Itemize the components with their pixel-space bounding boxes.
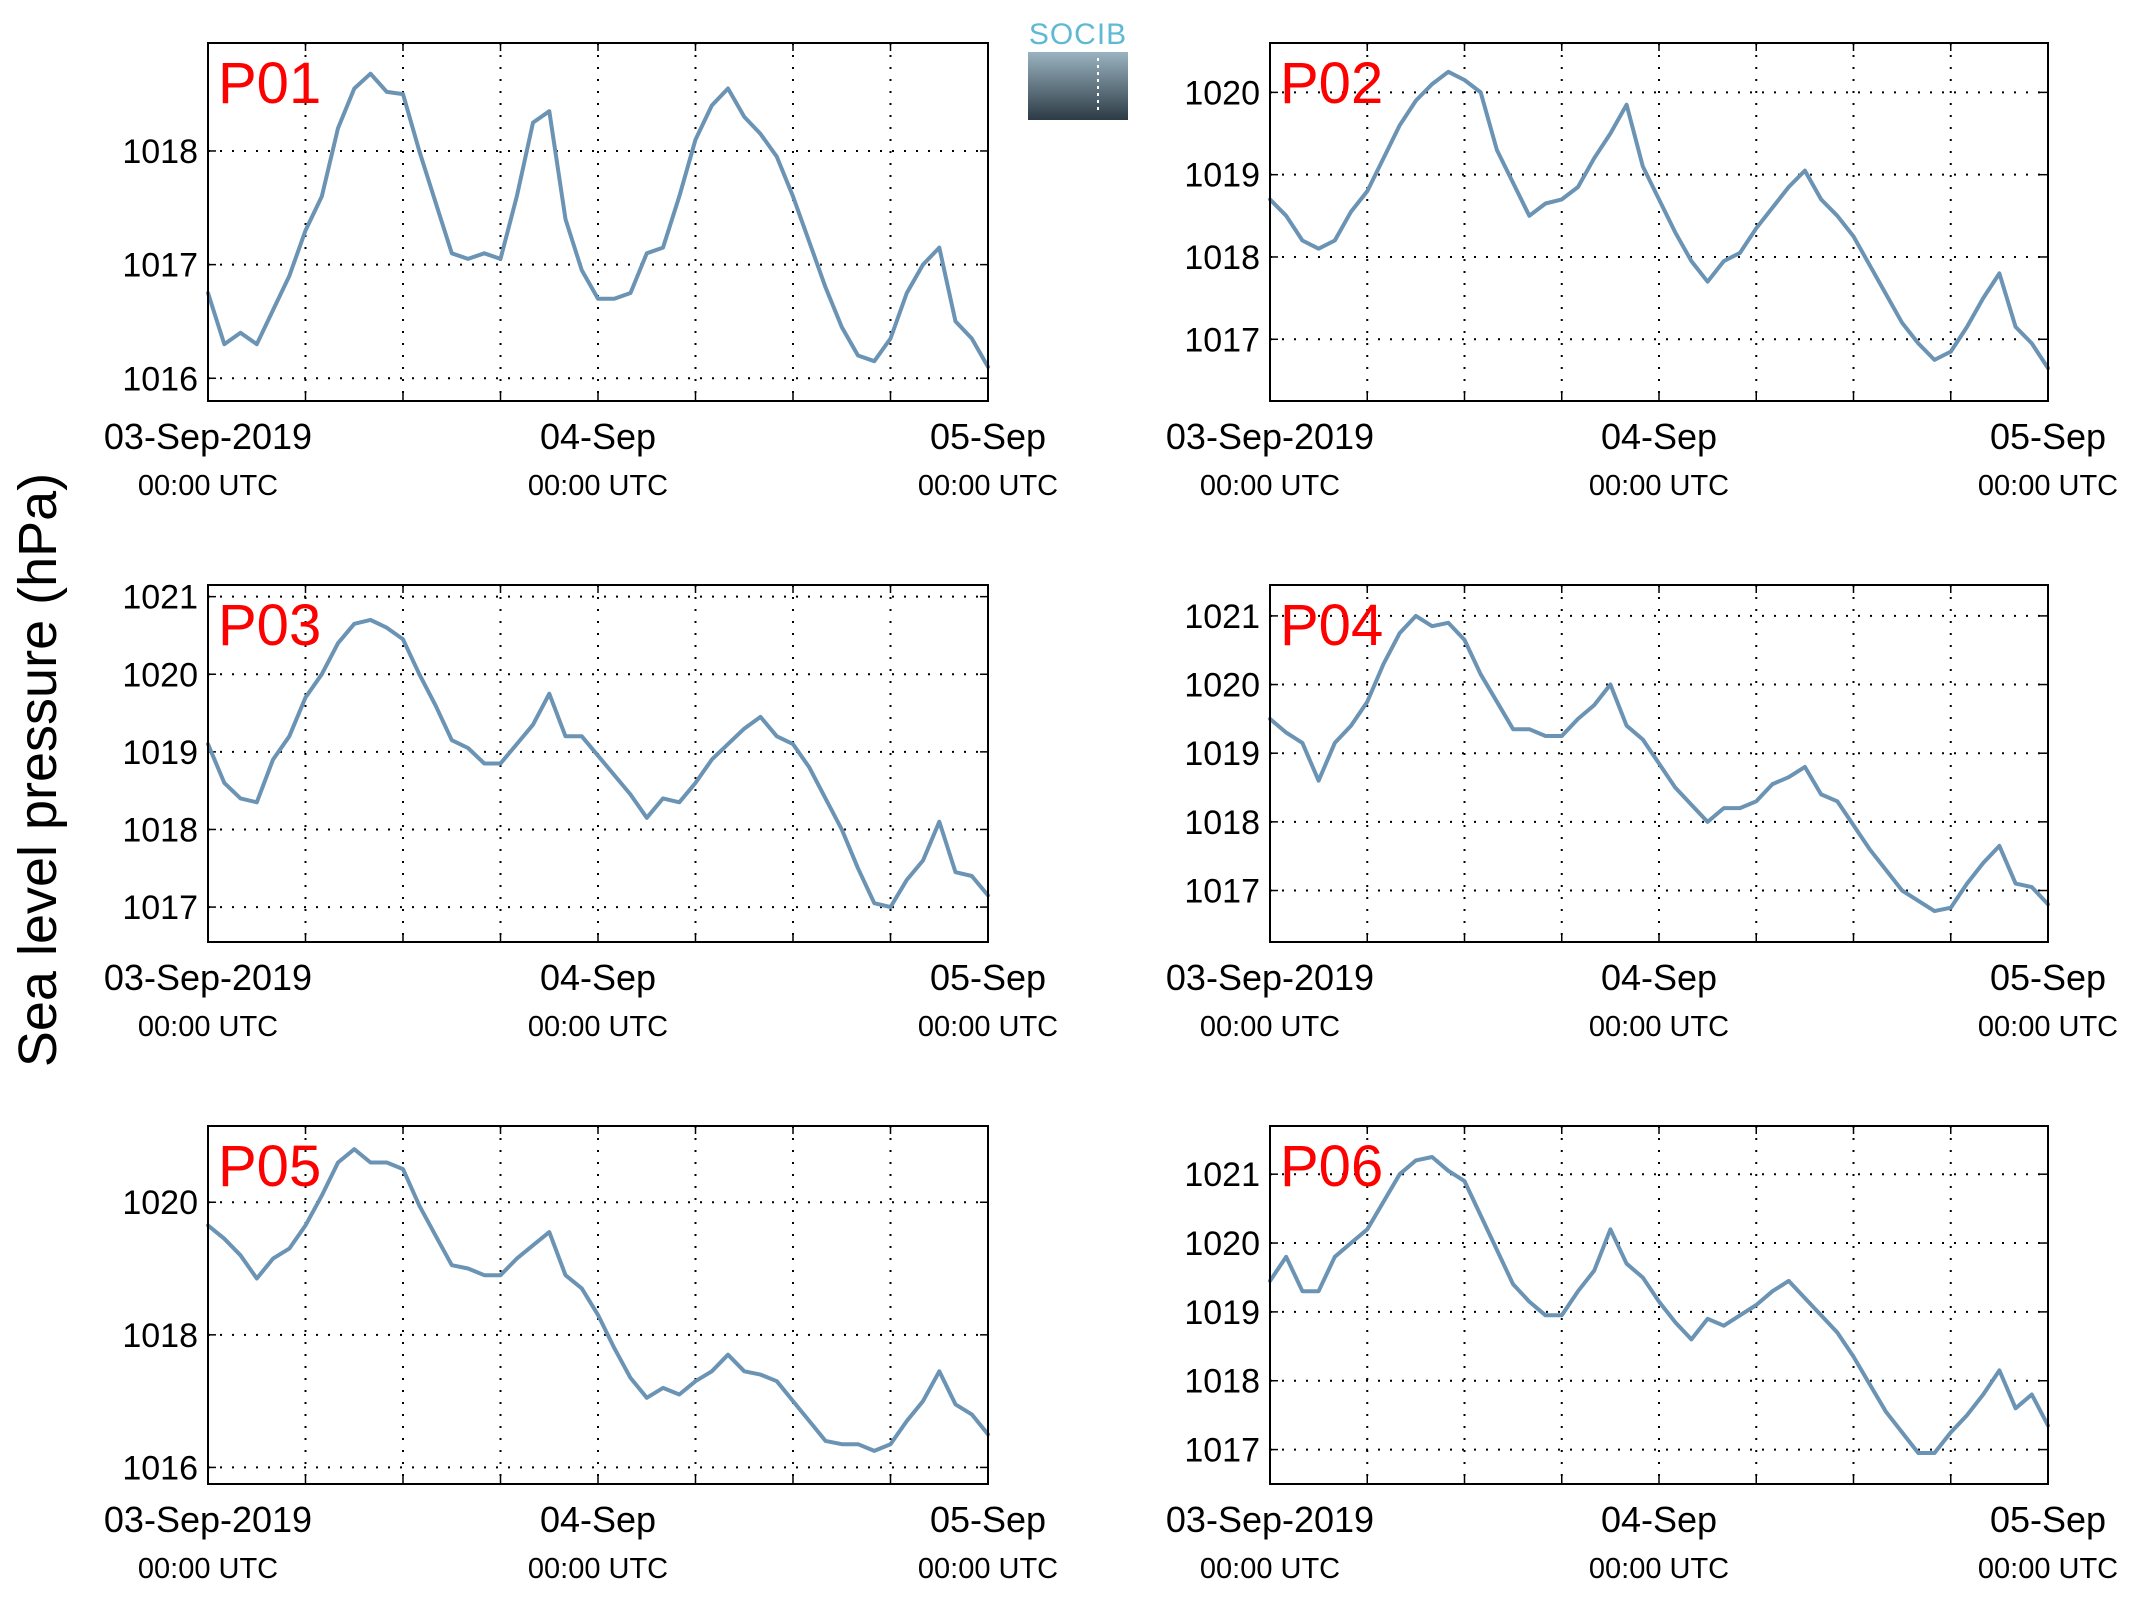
y-tick-label: 1020 xyxy=(122,656,198,694)
y-tick-label: 1019 xyxy=(1184,157,1260,195)
x-tick-date: 05-Sep xyxy=(930,1499,1046,1540)
x-tick-date: 03-Sep-2019 xyxy=(104,416,312,457)
y-tick-label: 1018 xyxy=(122,133,198,171)
x-tick-date: 05-Sep xyxy=(1990,416,2106,457)
series-line xyxy=(206,617,990,910)
y-tick-label: 1017 xyxy=(1184,873,1260,911)
chart-panel-p05: 1016 1018 1020 P05 03-Sep-2019 00:00 UTC 04-Se… xyxy=(104,1125,1058,1585)
panel-title: P01 xyxy=(218,51,321,116)
y-tick-label: 1020 xyxy=(1184,74,1260,112)
y-tick-label: 1017 xyxy=(122,247,198,285)
x-tick-date: 03-Sep-2019 xyxy=(104,957,312,998)
y-tick-label: 1018 xyxy=(1184,239,1260,277)
x-tick-date: 03-Sep-2019 xyxy=(1166,957,1374,998)
y-tick-label: 1020 xyxy=(122,1184,198,1222)
axes-frame xyxy=(1269,42,2049,402)
y-tick-label: 1019 xyxy=(1184,1294,1260,1332)
y-tick-label: 1018 xyxy=(1184,804,1260,842)
x-tick-date: 04-Sep xyxy=(540,957,656,998)
panel-title: P05 xyxy=(218,1134,321,1199)
panel-title: P03 xyxy=(218,593,321,658)
y-tick-label: 1018 xyxy=(1184,1363,1260,1401)
y-tick-label: 1016 xyxy=(122,360,198,398)
y-tick-label: 1021 xyxy=(1184,598,1260,636)
chart-panel-p01: 1016 1017 1018 P01 03-Sep-2019 00:00 UTC 04-Se… xyxy=(104,42,1058,502)
axes-frame xyxy=(207,1125,989,1485)
x-tick-date: 05-Sep xyxy=(930,957,1046,998)
panel-title: P02 xyxy=(1280,51,1383,116)
y-tick-label: 1017 xyxy=(122,889,198,927)
series-line xyxy=(206,1147,990,1453)
x-tick-time: 00:00 UTC xyxy=(1200,470,1340,502)
x-tick-time: 00:00 UTC xyxy=(1978,1553,2118,1585)
x-tick-date: 03-Sep-2019 xyxy=(1166,1499,1374,1540)
chart-panel-p02: 1017 1018 1019 1020 P02 03-Sep-2019 00:00 UTC 0… xyxy=(1166,42,2118,502)
panels: 1016 1017 1018 P01 03-Sep-2019 00:00 UTC 04-Se… xyxy=(104,42,2118,1585)
y-tick-label: 1018 xyxy=(122,811,198,849)
x-tick-date: 04-Sep xyxy=(540,1499,656,1540)
chart-panel-p06: 1017 1018 1019 1020 1021 P06 03-Sep-2019 00:00 … xyxy=(1166,1125,2118,1585)
y-axis-label: Sea level pressure (hPa) xyxy=(8,473,68,1067)
y-tick-label: 1018 xyxy=(122,1317,198,1355)
axes-frame xyxy=(1269,1125,2049,1485)
series-line xyxy=(1268,1155,2050,1455)
y-tick-label: 1021 xyxy=(122,579,198,617)
x-tick-time: 00:00 UTC xyxy=(1200,1553,1340,1585)
y-tick-label: 1017 xyxy=(1184,1432,1260,1470)
x-tick-time: 00:00 UTC xyxy=(138,470,278,502)
y-tick-label: 1021 xyxy=(1184,1156,1260,1194)
x-tick-time: 00:00 UTC xyxy=(528,470,668,502)
x-tick-time: 00:00 UTC xyxy=(1978,1011,2118,1043)
x-tick-time: 00:00 UTC xyxy=(1589,1011,1729,1043)
axes-frame xyxy=(207,42,989,402)
x-tick-time: 00:00 UTC xyxy=(528,1011,668,1043)
y-tick-label: 1020 xyxy=(1184,1225,1260,1263)
x-tick-time: 00:00 UTC xyxy=(1200,1011,1340,1043)
series-line xyxy=(1268,69,2050,371)
x-tick-time: 00:00 UTC xyxy=(918,1553,1058,1585)
y-tick-label: 1017 xyxy=(1184,321,1260,359)
series-line xyxy=(1268,613,2050,914)
axes-frame xyxy=(1269,584,2049,943)
series-line xyxy=(206,71,990,369)
x-tick-time: 00:00 UTC xyxy=(918,470,1058,502)
x-tick-date: 03-Sep-2019 xyxy=(104,1499,312,1540)
x-tick-time: 00:00 UTC xyxy=(138,1553,278,1585)
y-tick-label: 1020 xyxy=(1184,667,1260,705)
axes-frame xyxy=(207,584,989,943)
x-tick-date: 04-Sep xyxy=(1601,1499,1717,1540)
logo-box xyxy=(1028,52,1128,120)
x-tick-date: 04-Sep xyxy=(540,416,656,457)
x-tick-date: 04-Sep xyxy=(1601,416,1717,457)
x-tick-date: 05-Sep xyxy=(930,416,1046,457)
x-tick-time: 00:00 UTC xyxy=(1589,470,1729,502)
socib-logo: SOCIB xyxy=(1028,18,1128,120)
panel-title: P04 xyxy=(1280,593,1383,658)
x-tick-date: 05-Sep xyxy=(1990,1499,2106,1540)
y-tick-label: 1019 xyxy=(1184,735,1260,773)
x-tick-date: 05-Sep xyxy=(1990,957,2106,998)
x-tick-time: 00:00 UTC xyxy=(1589,1553,1729,1585)
panel-title: P06 xyxy=(1280,1134,1383,1199)
x-tick-time: 00:00 UTC xyxy=(918,1011,1058,1043)
chart-panel-p04: 1017 1018 1019 1020 1021 P04 03-Sep-2019 00:00 … xyxy=(1166,584,2118,1043)
chart-panel-p03: 1017 1018 1019 1020 1021 P03 03-Sep-2019 00:00 … xyxy=(104,579,1058,1043)
x-tick-time: 00:00 UTC xyxy=(1978,470,2118,502)
y-tick-label: 1019 xyxy=(122,734,198,772)
y-tick-label: 1016 xyxy=(122,1449,198,1487)
x-tick-time: 00:00 UTC xyxy=(138,1011,278,1043)
x-tick-date: 04-Sep xyxy=(1601,957,1717,998)
x-tick-date: 03-Sep-2019 xyxy=(1166,416,1374,457)
x-tick-time: 00:00 UTC xyxy=(528,1553,668,1585)
logo-text: SOCIB xyxy=(1029,18,1127,51)
